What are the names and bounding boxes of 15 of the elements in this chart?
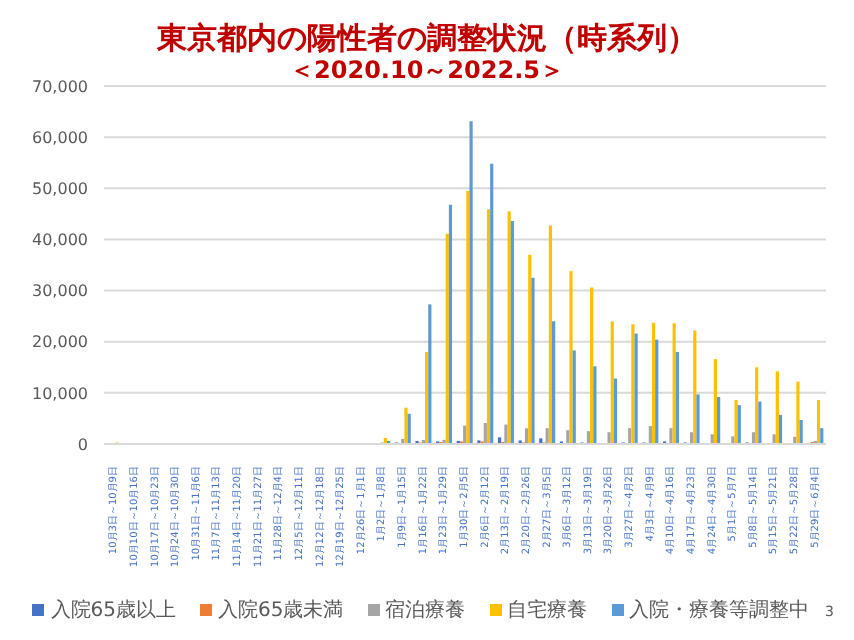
y-tick-label: 70,000 (32, 77, 88, 96)
y-tick-label: 10,000 (32, 384, 88, 403)
y-tick-label: 60,000 (32, 128, 88, 147)
legend-label: 入院65歳以上 (50, 597, 176, 624)
y-tick-label: 30,000 (32, 282, 88, 301)
legend-label: 入院・療養等調整中 (629, 597, 810, 624)
legend-label: 自宅療養 (507, 597, 588, 624)
legend-label: 入院65歳未満 (218, 597, 344, 624)
legend-label: 宿泊療養 (385, 597, 466, 624)
y-tick-label: 40,000 (32, 231, 88, 250)
chart-subtitle: ＜2020.10～2022.5＞ (290, 56, 564, 84)
y-tick-label: 0 (77, 435, 88, 454)
y-tick-label: 50,000 (32, 179, 88, 198)
chart-title: 東京都内の陽性者の調整状況（時系列） (154, 18, 699, 56)
y-tick-label: 20,000 (32, 333, 88, 352)
